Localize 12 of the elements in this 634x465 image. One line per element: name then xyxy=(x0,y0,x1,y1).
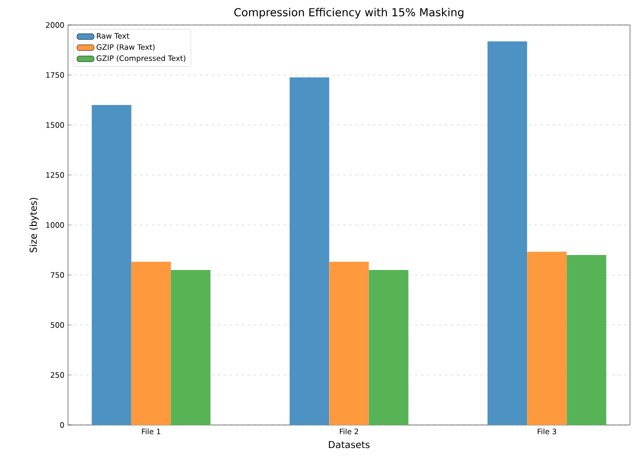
x-axis-title: Datasets xyxy=(328,441,370,448)
bar xyxy=(92,104,132,425)
bar xyxy=(131,262,171,425)
bar xyxy=(329,262,369,425)
chart-title: Compression Efficiency with 15% Masking xyxy=(234,8,464,18)
bar xyxy=(527,252,567,425)
bar xyxy=(290,77,330,425)
bar xyxy=(368,270,408,425)
bar xyxy=(170,270,210,425)
bar xyxy=(488,41,528,425)
bar xyxy=(566,254,606,425)
y-axis-title: Size (bytes) xyxy=(29,198,39,252)
